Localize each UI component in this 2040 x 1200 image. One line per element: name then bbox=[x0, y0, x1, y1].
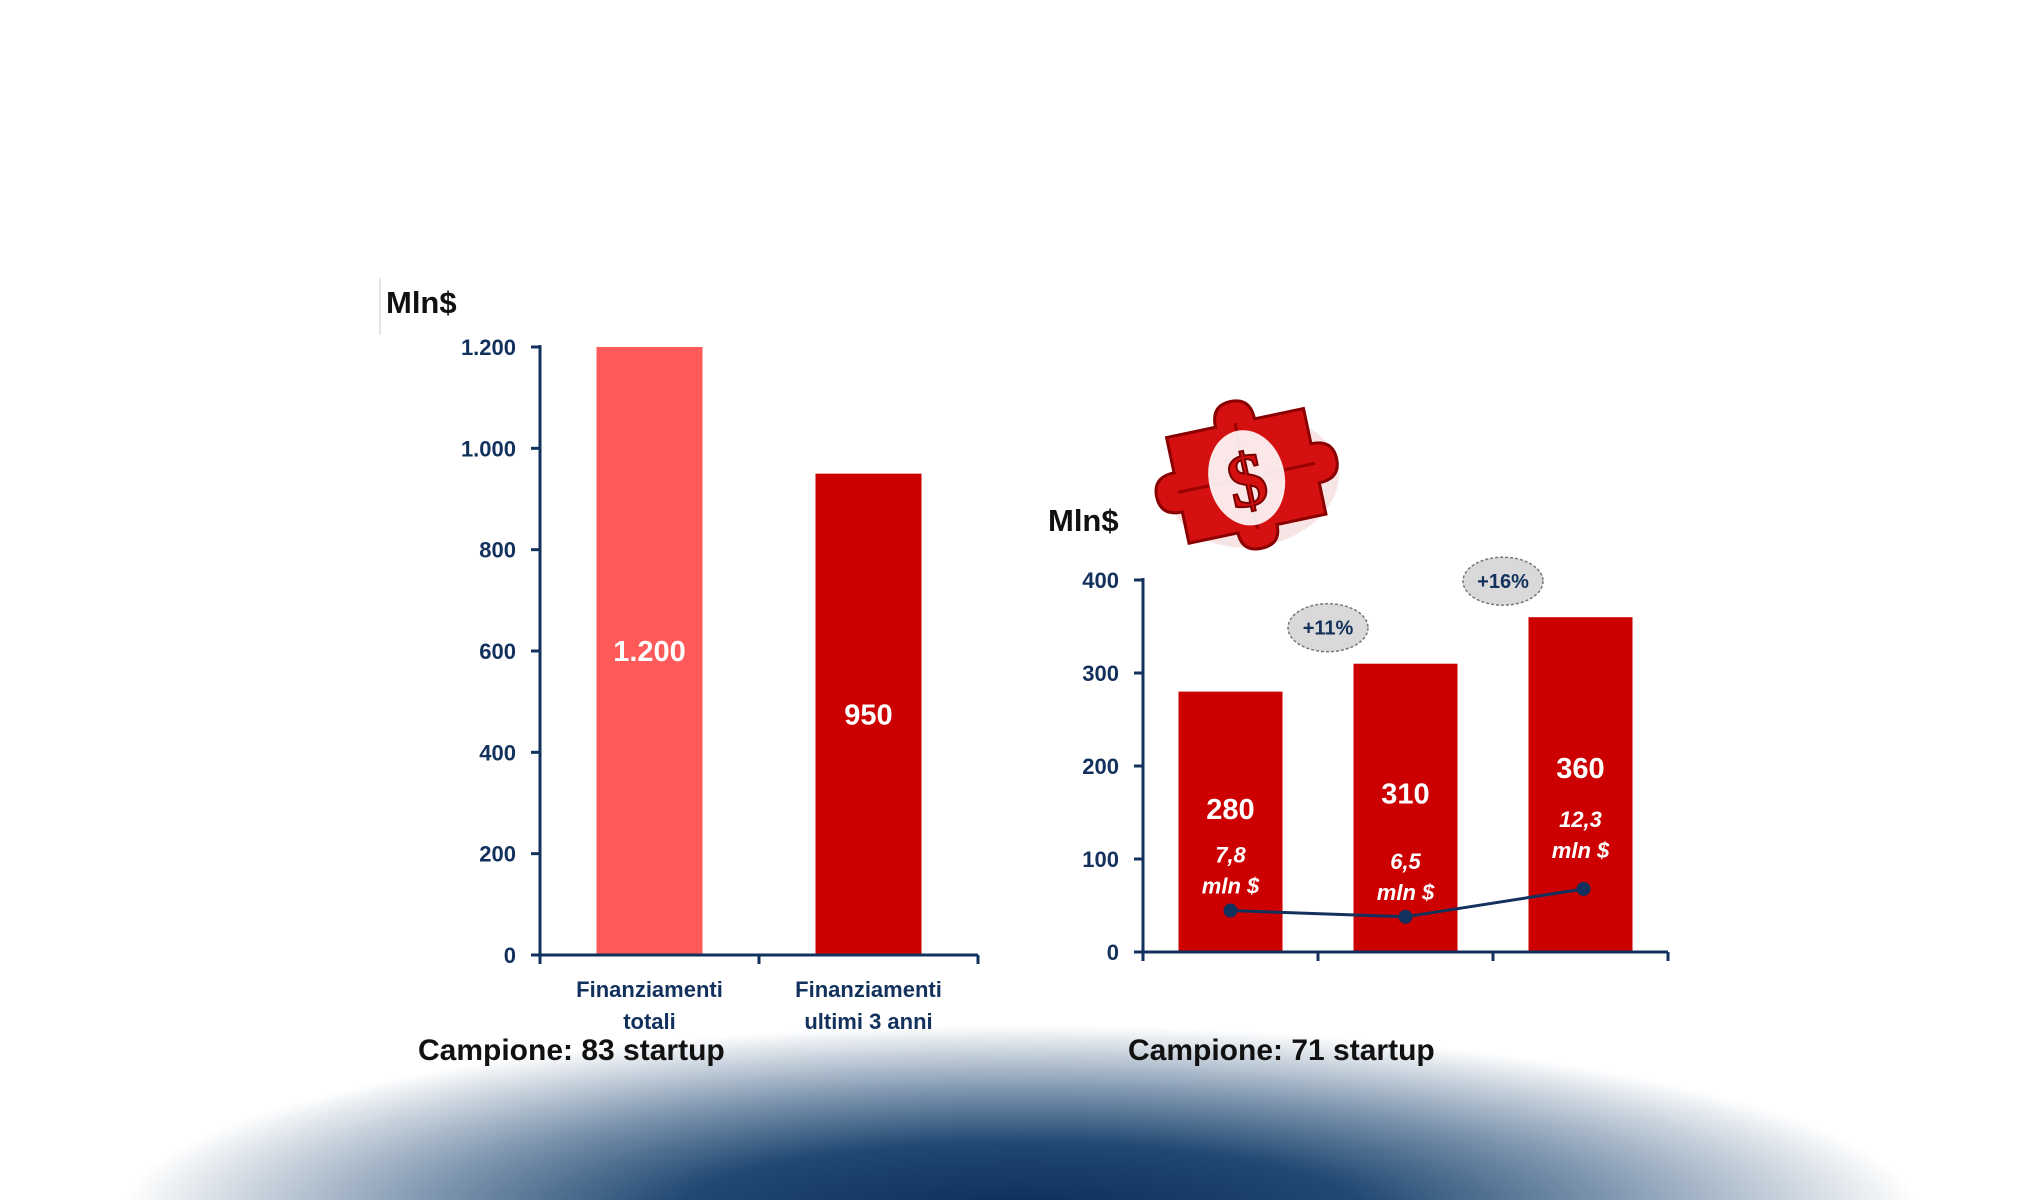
chart1-y-ticks: 0 200 400 600 800 1.000 1.200 bbox=[461, 335, 540, 968]
chart1-bar bbox=[596, 347, 703, 955]
chart2-y-ticks: 0 100 200 300 400 bbox=[1082, 568, 1143, 965]
chart2-y-tick-label: 200 bbox=[1082, 754, 1119, 779]
chart1-sample-caption: Campione: 83 startup bbox=[418, 1034, 725, 1067]
chart1-category-labels: Finanziamenti totali Finanziamenti ultimi 3… bbox=[576, 977, 942, 1034]
growth-badge-label: +16% bbox=[1477, 571, 1529, 593]
chart1-value-labels: 1.200 950 bbox=[613, 636, 892, 731]
chart2-value-labels: 280 310 360 bbox=[1206, 753, 1604, 826]
chart2-average-point bbox=[1576, 881, 1591, 896]
chart1-bar bbox=[815, 473, 922, 955]
chart1-y-tick-label: 600 bbox=[479, 639, 516, 664]
chart2-value-label: 280 bbox=[1206, 794, 1254, 826]
chart2-average-label: 6,5 mln $ bbox=[1377, 849, 1435, 905]
chart-total-funding: Mln$ 0 200 400 600 800 1.000 1.200 1.200 950 Fi… bbox=[379, 278, 980, 1067]
growth-badge: +11% bbox=[1287, 602, 1369, 653]
chart2-sample-caption: Campione: 71 startup bbox=[1128, 1034, 1435, 1067]
growth-badge: +16% bbox=[1462, 556, 1544, 606]
chart1-y-tick-label: 400 bbox=[479, 740, 516, 765]
chart2-average-point bbox=[1223, 903, 1238, 918]
chart1-bars bbox=[596, 347, 922, 955]
chart2-growth-badges: +11% +16% bbox=[1287, 556, 1544, 653]
chart1-y-tick-label: 0 bbox=[504, 943, 516, 968]
chart2-bar bbox=[1353, 663, 1458, 952]
chart2-y-tick-label: 100 bbox=[1082, 847, 1119, 872]
chart2-unit-label: Mln$ bbox=[1048, 503, 1119, 538]
chart2-bars bbox=[1178, 617, 1633, 952]
chart2-y-tick-label: 400 bbox=[1082, 568, 1119, 593]
chart1-category-label: Finanziamenti ultimi 3 anni bbox=[795, 977, 942, 1034]
chart1-unit-label: Mln$ bbox=[386, 285, 457, 320]
chart2-axes bbox=[1141, 578, 1670, 961]
chart1-axes bbox=[538, 345, 980, 964]
chart1-value-label: 1.200 bbox=[613, 636, 686, 668]
chart2-y-tick-label: 0 bbox=[1107, 940, 1119, 965]
chart2-average-label: 12,3 mln $ bbox=[1552, 807, 1610, 863]
chart2-average-point bbox=[1398, 909, 1413, 924]
chart1-value-label: 950 bbox=[844, 699, 892, 731]
chart1-y-tick-label: 200 bbox=[479, 842, 516, 867]
chart2-average-labels: 7,8 mln $ 6,5 mln $ 12,3 mln $ bbox=[1202, 807, 1610, 905]
chart2-value-label: 360 bbox=[1556, 753, 1604, 785]
chart1-y-tick-label: 1.200 bbox=[461, 335, 516, 360]
chart2-y-tick-label: 300 bbox=[1082, 661, 1119, 686]
chart2-value-label: 310 bbox=[1381, 778, 1429, 810]
chart1-y-tick-label: 800 bbox=[479, 538, 516, 563]
dollar-puzzle-icon: $ bbox=[1154, 399, 1339, 551]
chart-yearly-funding: $ Mln$ 0 100 200 300 400 280 310 360 7,8 mln $ 6… bbox=[1048, 399, 1670, 1067]
growth-badge-label: +11% bbox=[1303, 618, 1354, 640]
chart1-category-label: Finanziamenti totali bbox=[576, 977, 723, 1034]
chart2-average-label: 7,8 mln $ bbox=[1202, 843, 1260, 899]
chart1-y-tick-label: 1.000 bbox=[461, 436, 516, 461]
chart2-average-line bbox=[1223, 881, 1591, 924]
